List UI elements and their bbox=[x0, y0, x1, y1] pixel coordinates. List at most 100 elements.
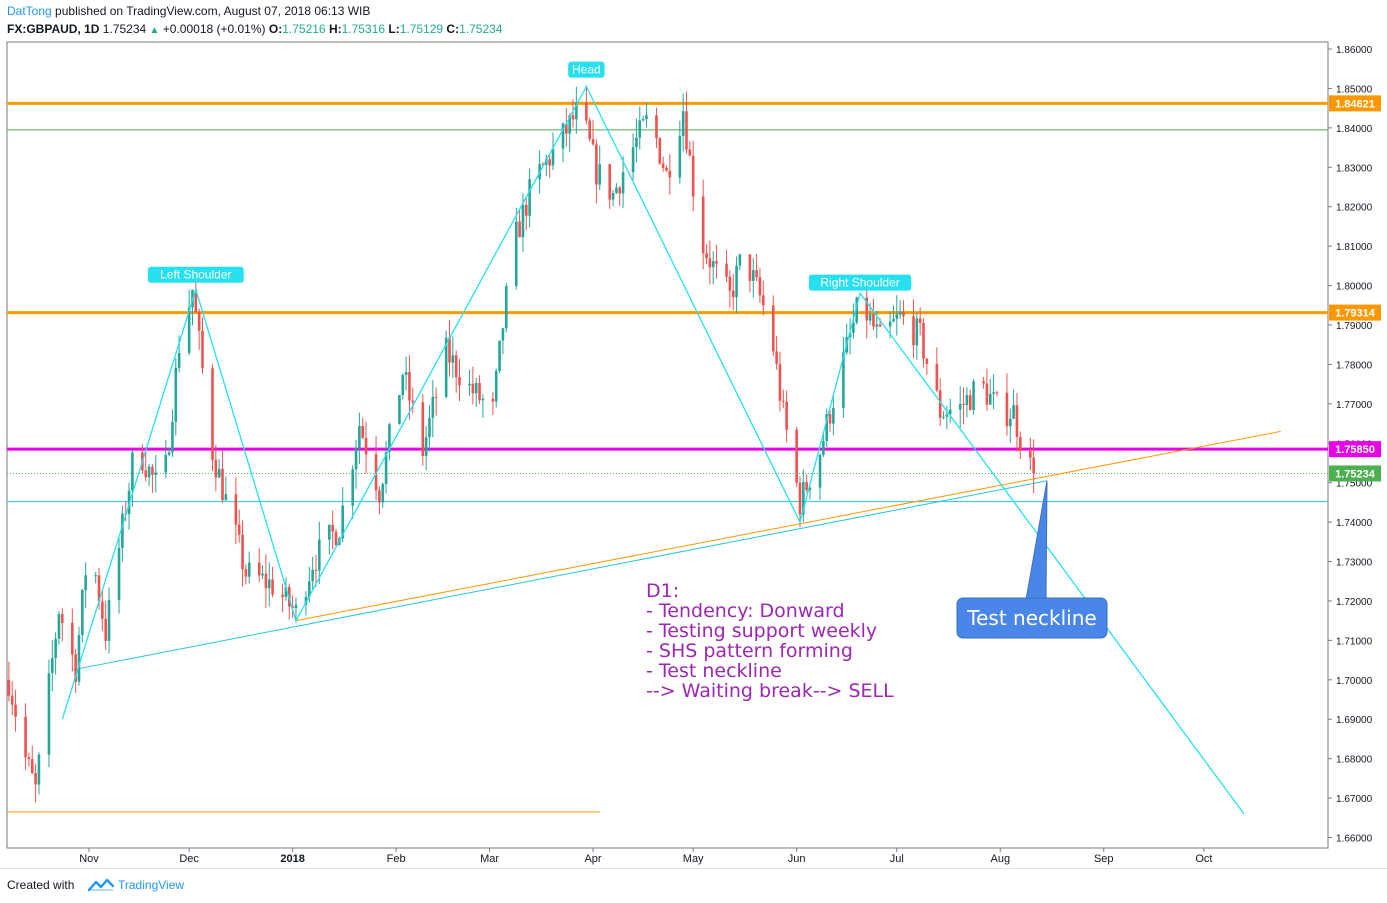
candle-body bbox=[915, 318, 919, 346]
candle-body bbox=[988, 393, 992, 405]
candle-body bbox=[364, 437, 368, 455]
candle-body bbox=[431, 396, 435, 418]
y-tick-label: 1.77000 bbox=[1336, 400, 1373, 411]
candle-body bbox=[81, 590, 84, 636]
candle-body bbox=[678, 135, 682, 178]
pattern-label-bg bbox=[147, 266, 244, 283]
y-tick-label: 1.78000 bbox=[1336, 360, 1373, 371]
x-tick-label: Apr bbox=[584, 853, 601, 865]
candle-body bbox=[665, 167, 668, 171]
publish-info: DatTong published on TradingView.com, Au… bbox=[7, 4, 370, 18]
candle-body bbox=[918, 318, 922, 323]
candle-body bbox=[985, 383, 989, 405]
candle-body bbox=[855, 297, 859, 323]
candle-body bbox=[164, 454, 168, 473]
candle-body bbox=[504, 286, 508, 329]
candle-body bbox=[758, 277, 762, 296]
candle-body bbox=[294, 604, 298, 609]
candle-body bbox=[922, 322, 925, 359]
candle-body bbox=[47, 673, 51, 755]
y-tick-label: 1.72000 bbox=[1336, 597, 1373, 608]
candle-body bbox=[57, 614, 61, 639]
candle-body bbox=[795, 429, 798, 483]
candle-body bbox=[611, 192, 615, 200]
symbol-info: FX:GBPAUD, 1D 1.75234 ▲ +0.00018 (+0.01%… bbox=[7, 22, 502, 36]
candle-body bbox=[545, 159, 548, 165]
symbol-label: FX:GBPAUD, 1D bbox=[7, 22, 100, 36]
candle-body bbox=[444, 337, 448, 397]
y-tick-label: 1.71000 bbox=[1336, 636, 1373, 647]
candle-body bbox=[621, 172, 625, 194]
candle-body bbox=[591, 139, 595, 145]
candle-body bbox=[201, 330, 204, 369]
low-value: 1.75129 bbox=[399, 22, 444, 36]
author-link[interactable]: DatTong bbox=[7, 4, 52, 18]
candle-body bbox=[902, 311, 905, 317]
candle-body bbox=[60, 614, 64, 623]
candle-body bbox=[478, 383, 481, 401]
candle-body bbox=[661, 163, 665, 168]
candle-body bbox=[872, 313, 875, 327]
y-tick-label: 1.84000 bbox=[1336, 124, 1373, 135]
candle-body bbox=[448, 337, 451, 363]
candle-body bbox=[618, 187, 622, 194]
candle-body bbox=[992, 392, 995, 394]
candle-body bbox=[237, 524, 241, 535]
x-tick-label: May bbox=[683, 853, 704, 865]
triangle-up-icon: ▲ bbox=[149, 25, 160, 36]
candle-body bbox=[521, 204, 525, 238]
candle-body bbox=[144, 470, 148, 478]
tradingview-logo-icon[interactable] bbox=[88, 877, 114, 893]
candle-body bbox=[131, 452, 134, 491]
candle-body bbox=[701, 196, 705, 254]
candle-body bbox=[948, 409, 952, 415]
candle-body bbox=[314, 569, 318, 571]
y-tick-label: 1.66000 bbox=[1336, 834, 1373, 845]
candle-body bbox=[995, 392, 999, 394]
candle-body bbox=[84, 575, 87, 591]
candle-body bbox=[595, 144, 598, 185]
candle-body bbox=[728, 276, 732, 291]
callout-box bbox=[956, 597, 1108, 639]
y-tick-label: 1.75000 bbox=[1336, 479, 1373, 490]
candle-body bbox=[725, 263, 728, 277]
candle-body bbox=[705, 253, 708, 259]
candle-body bbox=[575, 102, 578, 120]
candle-body bbox=[311, 569, 314, 582]
candle-body bbox=[561, 123, 565, 149]
candle-body bbox=[748, 254, 752, 281]
candle-body bbox=[458, 377, 461, 386]
tradingview-link[interactable]: TradingView bbox=[118, 878, 185, 892]
price-chart[interactable]: 1.86000 1.85000 1.84000 1.83000 1.82000 1.810… bbox=[0, 0, 1387, 868]
open-value: 1.75216 bbox=[282, 22, 326, 36]
open-label: O: bbox=[268, 22, 283, 36]
candle-body bbox=[257, 562, 261, 576]
candle-body bbox=[935, 363, 939, 391]
footer: Created with TradingView bbox=[0, 868, 1387, 903]
candle-body bbox=[358, 425, 361, 449]
candle-body bbox=[401, 375, 405, 396]
candle-body bbox=[655, 115, 658, 139]
price-axis-label: 1.75234 bbox=[1335, 468, 1376, 480]
candle-body bbox=[318, 539, 321, 571]
candle-body bbox=[434, 396, 438, 398]
candle-body bbox=[34, 773, 37, 785]
candle-body bbox=[938, 390, 942, 418]
candle-body bbox=[174, 367, 178, 422]
candle-body bbox=[638, 120, 642, 138]
analysis-note-line: - Tendency: Donward bbox=[646, 600, 845, 622]
candle-body bbox=[421, 402, 425, 456]
candle-body bbox=[925, 358, 929, 364]
candle-body bbox=[7, 679, 11, 696]
y-tick-label: 1.80000 bbox=[1336, 282, 1373, 293]
candle-body bbox=[107, 600, 111, 641]
candle-body bbox=[428, 417, 431, 438]
candle-body bbox=[852, 322, 855, 333]
candle-body bbox=[151, 466, 154, 475]
candle-body bbox=[328, 524, 331, 540]
candle-body bbox=[334, 531, 338, 546]
price-axis-label-bg bbox=[1329, 95, 1381, 112]
candle-body bbox=[474, 383, 478, 394]
candle-body bbox=[878, 324, 882, 327]
candle-body bbox=[14, 704, 17, 717]
